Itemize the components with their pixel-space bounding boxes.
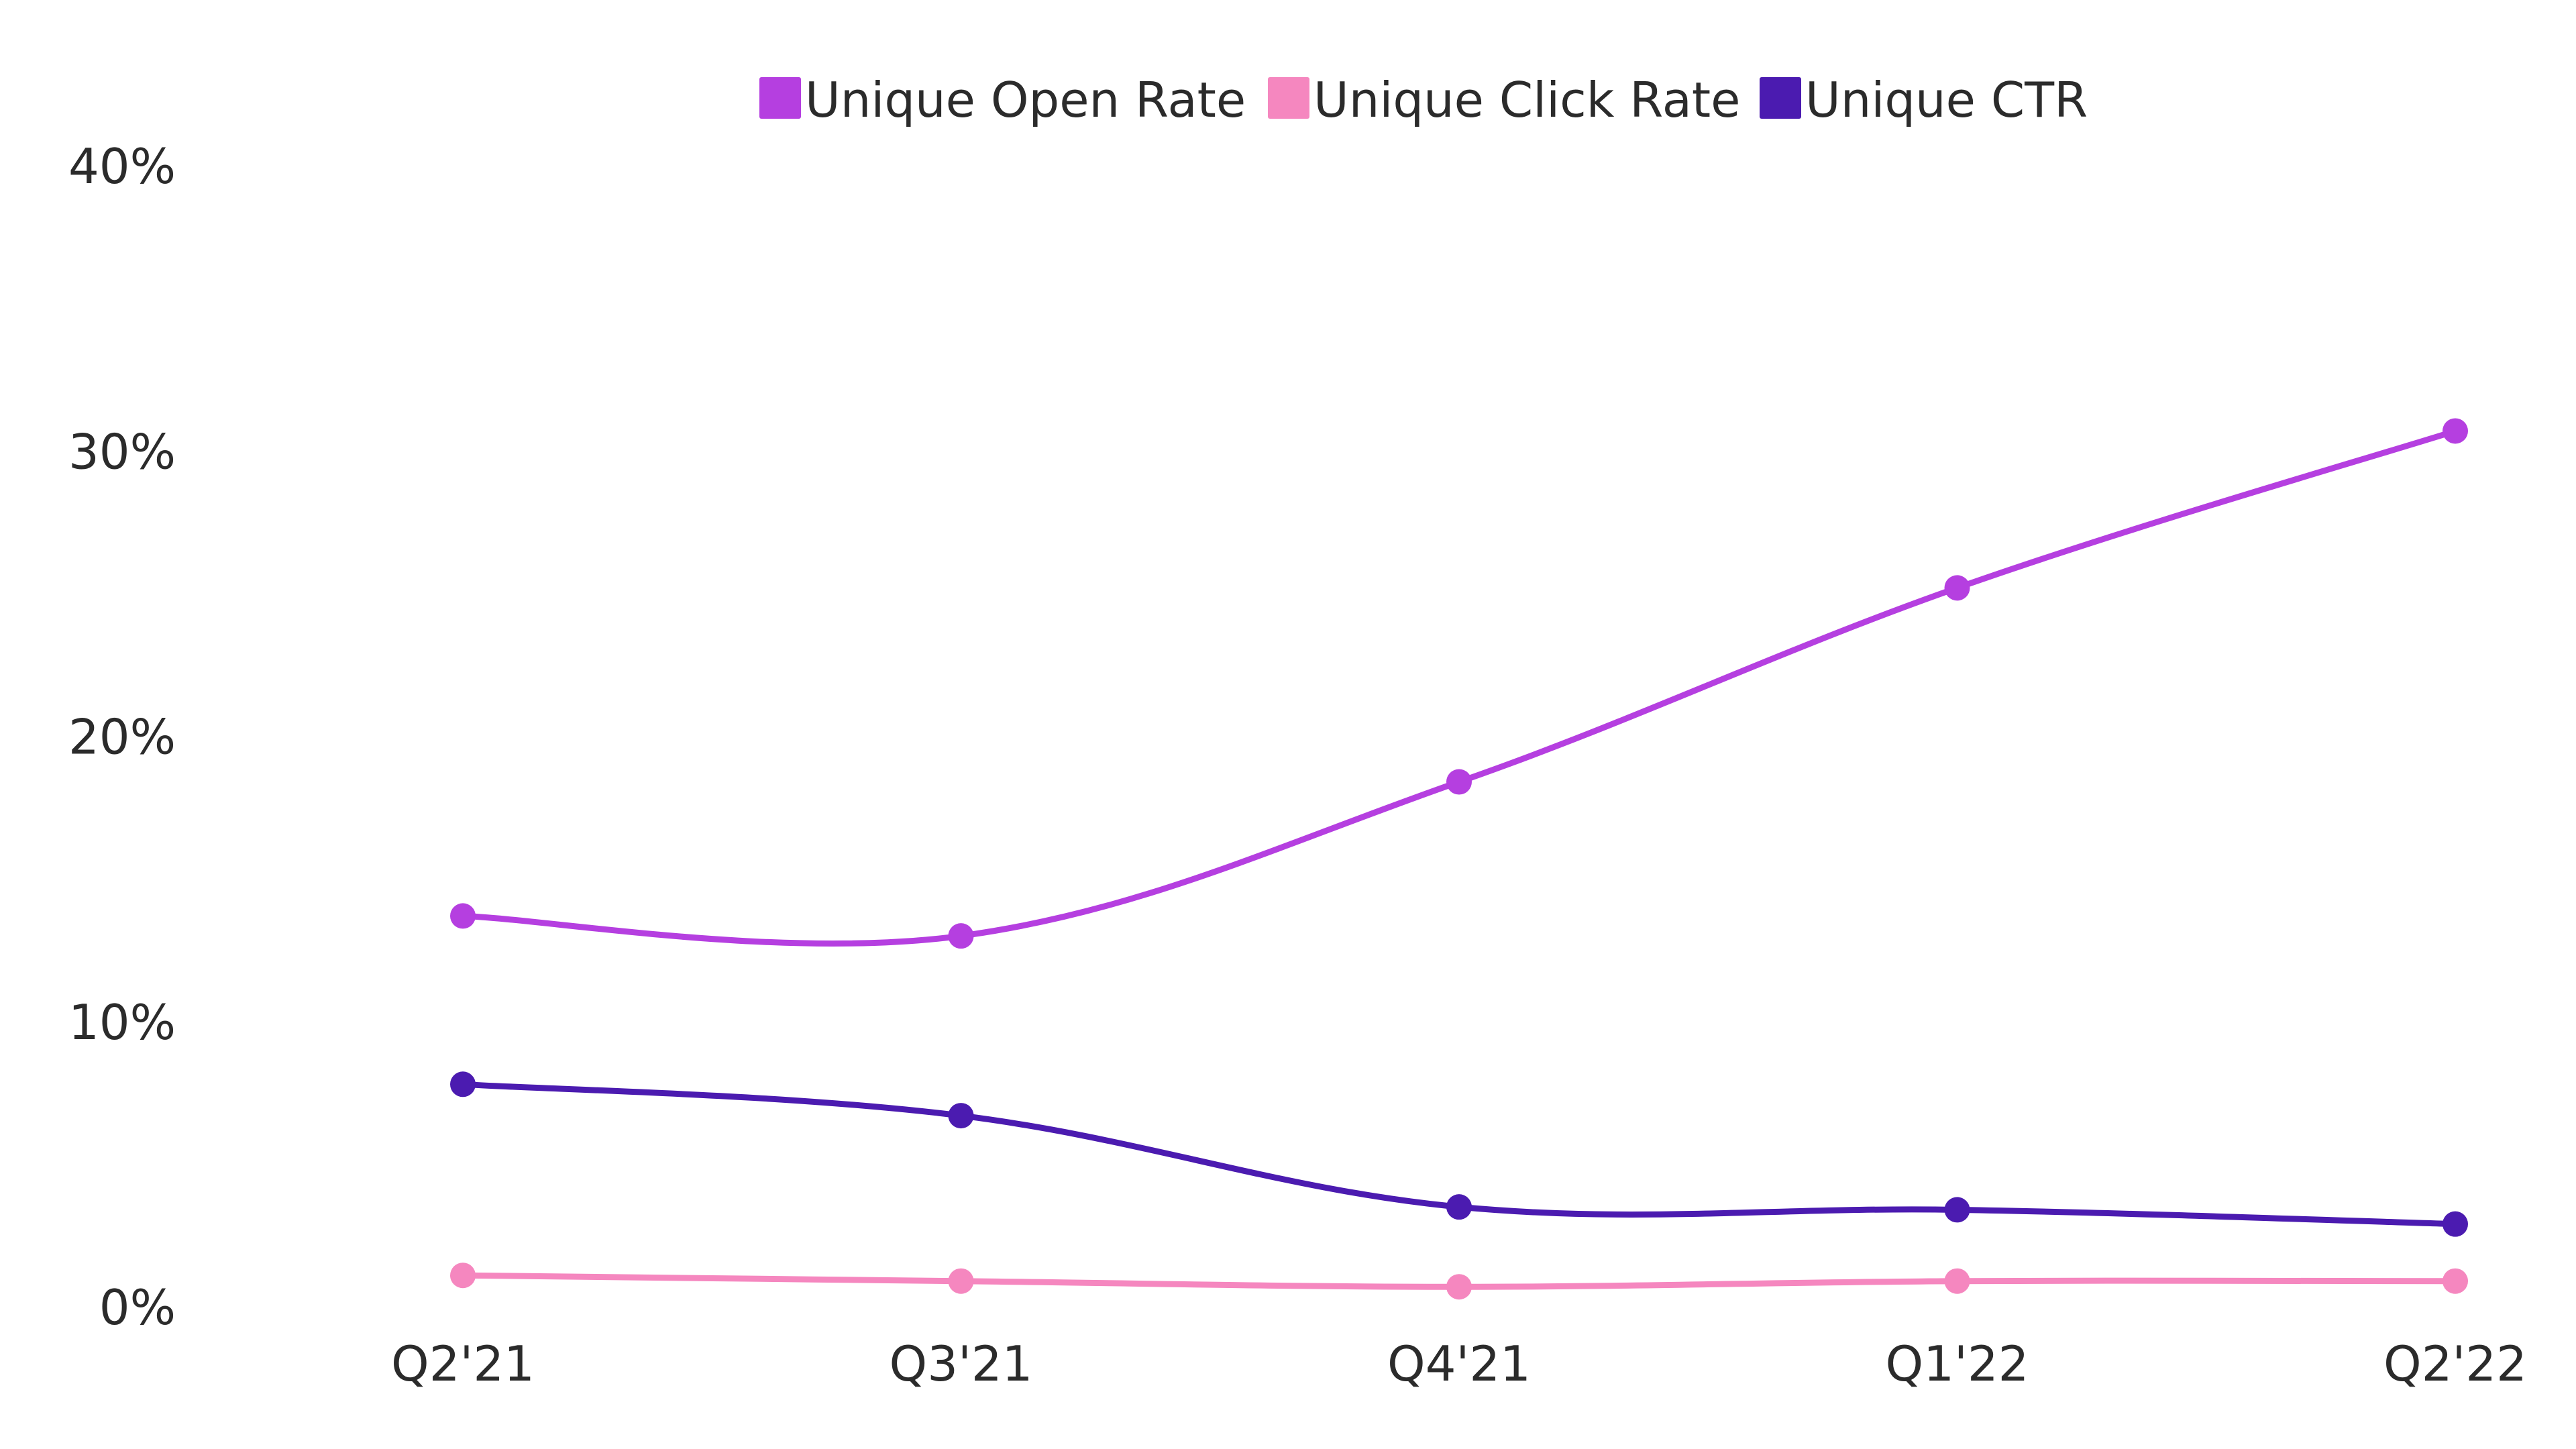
data-point-unique-click-rate <box>1446 1274 1472 1300</box>
y-axis: 0% 10% 20% 30% 40% <box>68 138 176 1336</box>
x-tick-label: Q1'22 <box>1886 1336 2029 1392</box>
series-points <box>450 418 2468 1300</box>
data-point-unique-click-rate <box>948 1268 974 1294</box>
data-point-unique-open-rate <box>450 903 476 929</box>
data-point-unique-ctr <box>948 1103 974 1129</box>
x-axis: Q2'21 Q3'21 Q4'21 Q1'22 Q2'22 <box>391 1336 2527 1392</box>
legend-item-unique-open-rate: Unique Open Rate <box>759 72 1246 128</box>
data-point-unique-ctr <box>450 1071 476 1097</box>
y-tick-label: 10% <box>68 994 176 1051</box>
legend-swatch <box>759 77 801 119</box>
data-point-unique-click-rate <box>2443 1268 2468 1294</box>
data-point-unique-open-rate <box>1446 769 1472 795</box>
legend-label: Unique Open Rate <box>805 72 1246 128</box>
data-point-unique-click-rate <box>450 1263 476 1289</box>
x-tick-label: Q3'21 <box>890 1336 1033 1392</box>
data-point-unique-ctr <box>2443 1211 2468 1237</box>
data-point-unique-open-rate <box>1944 575 1970 601</box>
series-lines <box>460 427 2459 1290</box>
data-point-unique-click-rate <box>1944 1268 1970 1294</box>
legend-swatch <box>1268 77 1309 119</box>
y-tick-label: 0% <box>99 1279 176 1336</box>
legend-swatch <box>1760 77 1801 119</box>
x-tick-label: Q4'21 <box>1387 1336 1531 1392</box>
x-tick-label: Q2'21 <box>391 1336 535 1392</box>
y-tick-label: 30% <box>68 423 176 480</box>
data-point-unique-ctr <box>1944 1197 1970 1223</box>
legend: Unique Open Rate Unique Click Rate Unique … <box>759 72 2088 128</box>
y-tick-label: 20% <box>68 709 176 765</box>
y-tick-label: 40% <box>68 138 176 195</box>
legend-label: Unique Click Rate <box>1313 72 1740 128</box>
data-point-unique-ctr <box>1446 1194 1472 1220</box>
series-line-unique-open-rate <box>460 427 2459 947</box>
data-point-unique-open-rate <box>2443 418 2468 444</box>
legend-item-unique-ctr: Unique CTR <box>1760 72 2088 128</box>
legend-item-unique-click-rate: Unique Click Rate <box>1268 72 1740 128</box>
x-tick-label: Q2'22 <box>2383 1336 2527 1392</box>
legend-label: Unique CTR <box>1805 72 2088 128</box>
data-point-unique-open-rate <box>948 923 974 949</box>
